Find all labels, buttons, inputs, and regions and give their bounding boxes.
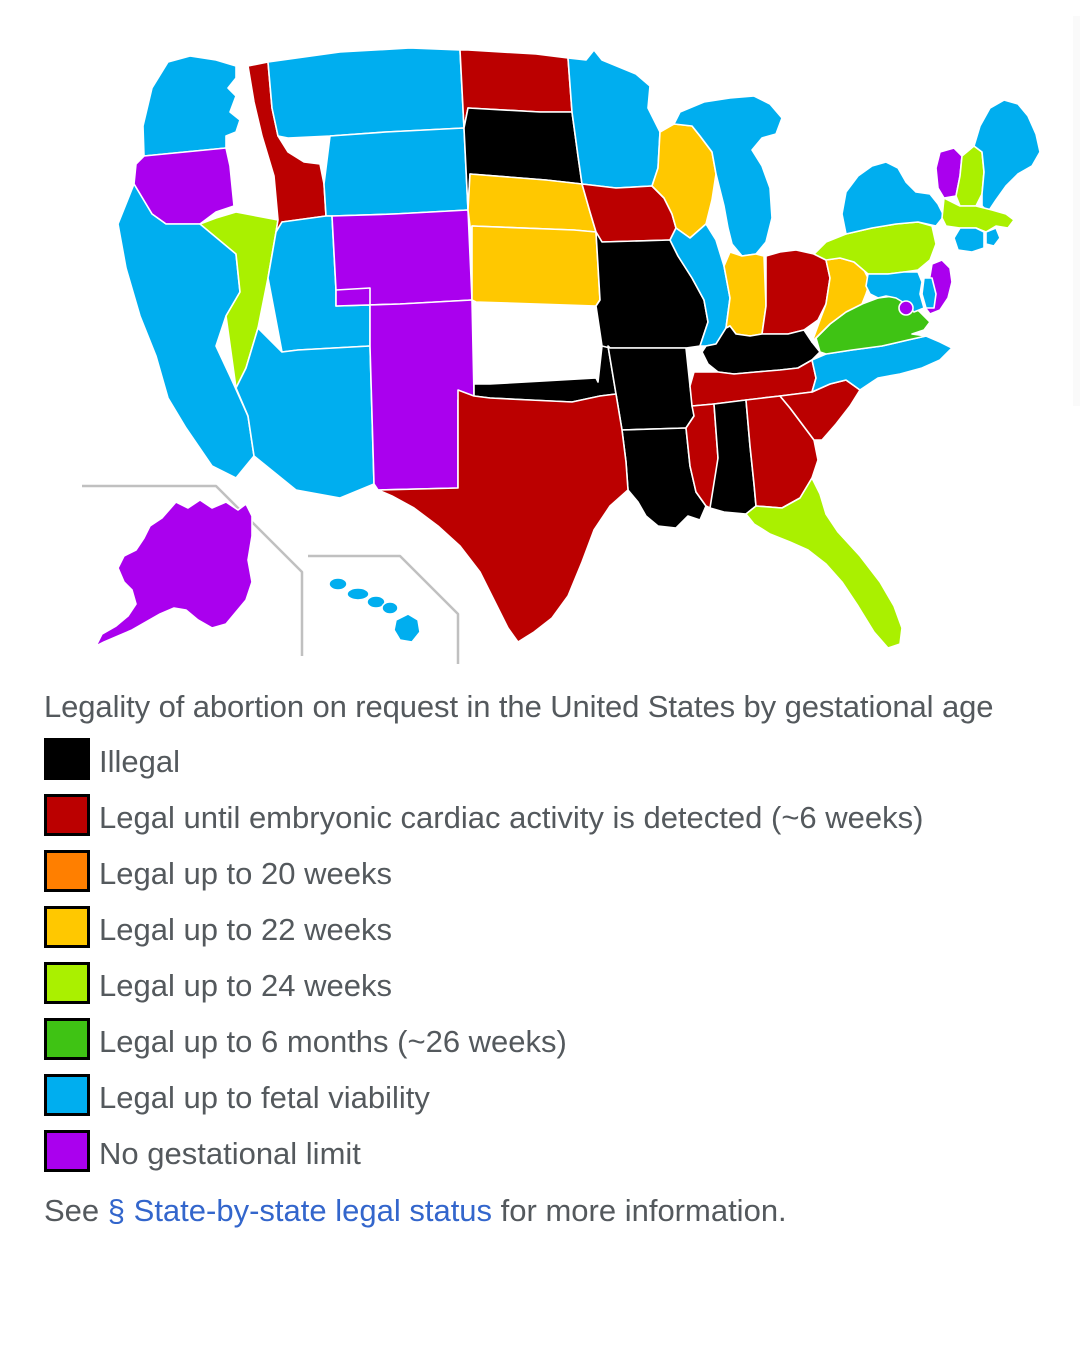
legend-swatch-illegal [44, 738, 90, 780]
legend-item-w22: Legal up to 22 weeks [44, 902, 1038, 958]
legend-swatch-w20 [44, 850, 90, 892]
legend-swatch-m6 [44, 1018, 90, 1060]
legend-label-cardiac: Legal until embryonic cardiac activity i… [99, 800, 924, 835]
state-FL[interactable] [745, 477, 903, 649]
inset-frames [82, 484, 460, 664]
see-more-lead: See [44, 1193, 108, 1228]
legend-label-w20: Legal up to 20 weeks [99, 856, 392, 891]
legend-swatch-w22 [44, 906, 90, 948]
state-IN[interactable] [723, 251, 767, 337]
figure-caption-block: Legality of abortion on request in the U… [0, 682, 1080, 1182]
legend-item-nolimit: No gestational limit [44, 1126, 1038, 1182]
legend-item-w24: Legal up to 24 weeks [44, 958, 1038, 1014]
legend-label-w22: Legal up to 22 weeks [99, 912, 392, 947]
legend-item-w20: Legal up to 20 weeks [44, 846, 1038, 902]
state-AK[interactable] [95, 499, 253, 647]
section-sign-icon: § [107, 1193, 126, 1228]
legend-label-m6: Legal up to 6 months (~26 weeks) [99, 1024, 567, 1059]
state-AZ[interactable] [235, 327, 375, 499]
us-abortion-legality-map[interactable] [40, 16, 1080, 666]
see-more-trail: for more information. [492, 1193, 787, 1228]
state-HI[interactable] [328, 577, 421, 643]
state-by-state-legal-status-link[interactable]: § State-by-state legal status [108, 1193, 492, 1228]
state-KS[interactable] [471, 225, 601, 307]
district-DC[interactable] [898, 300, 914, 316]
legend-swatch-w24 [44, 962, 90, 1004]
state-MT[interactable] [267, 47, 465, 139]
legend-swatch-viability [44, 1074, 90, 1116]
state-NY[interactable] [841, 161, 945, 235]
legend-label-w24: Legal up to 24 weeks [99, 968, 392, 1003]
figure-caption: Legality of abortion on request in the U… [44, 689, 994, 724]
state-MN[interactable] [567, 49, 661, 189]
map-svg[interactable] [40, 16, 1080, 666]
state-OK[interactable] [473, 299, 617, 403]
state-by-state-link-text: State-by-state legal status [125, 1193, 493, 1228]
state-TX[interactable] [377, 389, 629, 643]
legend-label-viability: Legal up to fetal viability [99, 1080, 430, 1115]
state-DE[interactable] [921, 277, 937, 309]
state-CT[interactable] [953, 227, 985, 253]
legend-label-nolimit: No gestational limit [99, 1136, 361, 1171]
see-more-line: See § State-by-state legal status for mo… [0, 1182, 1080, 1238]
figure-page: Legality of abortion on request in the U… [0, 16, 1080, 1367]
map-legend: Illegal Legal until embryonic cardiac ac… [44, 734, 1038, 1182]
alaska-inset-frame [82, 484, 304, 656]
state-RI[interactable] [985, 227, 1001, 247]
state-MA[interactable] [941, 197, 1015, 233]
legend-label-illegal: Illegal [99, 744, 180, 779]
legend-swatch-nolimit [44, 1130, 90, 1172]
legend-item-cardiac: Legal until embryonic cardiac activity i… [44, 790, 1038, 846]
legend-item-illegal: Illegal [44, 734, 1038, 790]
state-AR[interactable] [607, 345, 695, 431]
state-ME[interactable] [973, 99, 1041, 213]
hawaii-inset-frame [308, 554, 460, 664]
state-MI[interactable] [673, 95, 783, 257]
state-WA[interactable] [142, 55, 241, 157]
legend-item-m6: Legal up to 6 months (~26 weeks) [44, 1014, 1038, 1070]
legend-item-viability: Legal up to fetal viability [44, 1070, 1038, 1126]
state-WY[interactable] [323, 127, 469, 217]
legend-swatch-cardiac [44, 794, 90, 836]
